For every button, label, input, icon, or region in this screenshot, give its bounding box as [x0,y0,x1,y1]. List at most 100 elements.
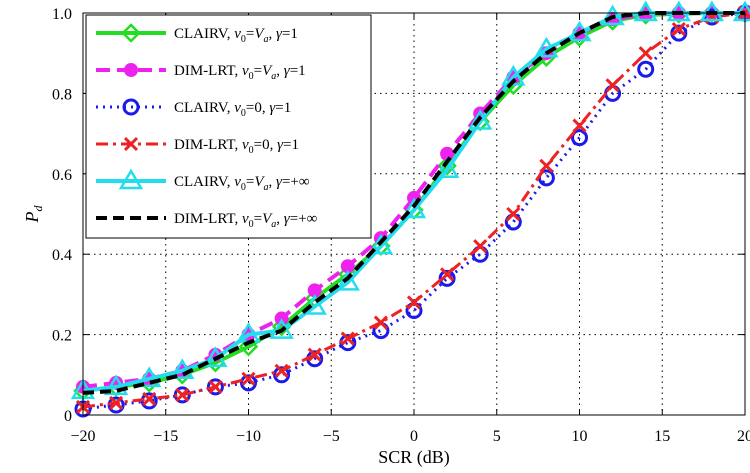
series-5 [70,0,750,400]
series-point [241,371,256,386]
legend-gamma-value: =1 [275,100,291,116]
axis-ticks: −20 −15 −10 −5 0 5 10 15 20 0 0.2 0.4 0.6 0.8 1.0 [52,6,750,445]
legend-series-name: CLAIRV, [174,174,234,190]
series-point [440,267,455,282]
series-point [572,118,587,133]
legend-marker [118,168,144,190]
series-point [103,374,129,396]
series-3 [74,4,750,418]
legend-gamma-value: =1 [283,137,299,153]
series-point [269,318,294,339]
legend-var-v: v [234,26,241,42]
legend-var-gamma: γ [269,100,276,116]
legend-marker [121,23,141,43]
series-point [240,374,257,392]
series-point [539,158,554,173]
y-tick-label: 0.2 [52,328,72,345]
series-point [274,363,289,378]
series-group [70,0,750,418]
series-point [368,233,394,255]
x-axis-label: SCR (dB) [378,447,450,468]
legend-eq: = [254,63,262,79]
series-point [373,315,388,330]
y-tick-label: 0.8 [52,86,72,103]
x-tick-label: 10 [572,428,588,445]
legend-var-V-sub: a [271,71,276,82]
legend-sep: , [276,63,284,79]
legend-series-name: DIM-LRT, [174,63,242,79]
legend-series-name: CLAIRV, [174,100,234,116]
series-point [401,197,427,219]
legend-entry: CLAIRV, v0=Va, γ=+∞ [96,168,310,193]
legend-label: DIM-LRT, v0=Va, γ=1 [174,63,306,82]
x-tick-label: 20 [737,428,750,445]
series-point [534,36,559,58]
legend-label: CLAIRV, v0=Va, γ=1 [174,26,298,45]
series-point [473,239,488,254]
series-line [82,11,745,393]
series-point [468,109,493,130]
legend-entry: DIM-LRT, v0=0, γ=1 [96,136,299,156]
series-point [238,336,259,357]
series-point [137,366,162,388]
legend-var-v-sub: 0 [249,71,254,82]
x-tick-label: −5 [323,428,340,445]
legend-entry: DIM-LRT, v0=Va, γ=+∞ [96,211,317,230]
legend-var-gamma: γ [276,174,283,190]
legend-var-v-sub: 0 [241,108,246,119]
x-tick-label: −20 [70,428,95,445]
y-tick-label: 0.6 [52,167,72,184]
series-point [638,46,653,61]
legend-marker [124,63,138,77]
legend-sep: , [269,174,277,190]
legend-label: DIM-LRT, v0=Va, γ=+∞ [174,211,317,230]
legend-var-v-sub: 0 [249,219,254,230]
series-point [434,157,460,179]
series-point [175,387,190,402]
legend-label: CLAIRV, v0=Va, γ=+∞ [174,174,310,193]
series-point [406,295,422,310]
legend-var-V-sub: a [264,182,269,193]
legend-var-v-sub: 0 [241,34,246,45]
legend-gamma-value: =1 [290,63,306,79]
legend-var-gamma: γ [284,211,291,227]
legend-var-v: v [242,211,249,227]
legend-var-v: v [234,100,241,116]
legend-var-V: V [254,174,265,190]
legend-var-V: V [254,26,265,42]
legend-var-v-sub: 0 [249,145,254,156]
legend-sep: , [269,26,277,42]
legend-eq: = [246,26,254,42]
x-tick-label: −15 [153,428,178,445]
legend-entry: CLAIRV, v0=Va, γ=1 [96,23,298,45]
legend-label: DIM-LRT, v0=0, γ=1 [174,137,299,156]
series-point [206,378,224,396]
y-axis-label-subscript: d [31,205,45,212]
legend-eq: =0, [246,100,269,116]
series-point [109,395,124,411]
series-line [82,11,745,395]
y-axis-label: Pd [22,205,45,224]
series-point [633,0,658,22]
legend-marker [123,136,139,152]
series-point [637,60,655,78]
legend-var-gamma: γ [284,63,291,79]
series-line [82,11,746,411]
y-axis-label-main: P [22,212,42,224]
legend-var-v: v [242,63,249,79]
legend-series-name: DIM-LRT, [174,211,242,227]
legend-eq: =0, [254,137,277,153]
legend-entry: CLAIRV, v0=0, γ=1 [96,98,291,119]
series-point [671,22,686,37]
series-6 [82,11,745,395]
series-point [600,4,625,26]
series-point [271,316,292,337]
series-point [501,64,526,86]
legend-var-gamma: γ [277,137,284,153]
legend-var-V-sub: a [264,34,269,45]
legend-gamma-value: =1 [282,26,298,42]
legend-series-name: DIM-LRT, [174,137,242,153]
x-tick-label: 5 [493,428,501,445]
